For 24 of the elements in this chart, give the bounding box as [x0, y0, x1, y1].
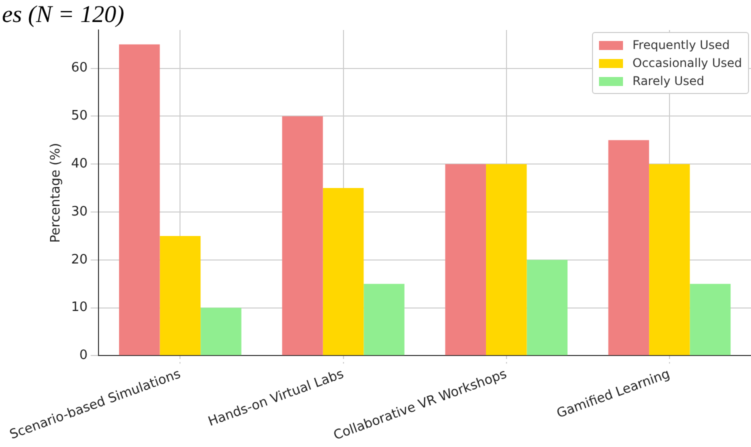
- bar: [445, 164, 486, 356]
- bar: [282, 116, 323, 356]
- bar: [608, 140, 650, 356]
- bar: [322, 188, 364, 356]
- bar: [526, 260, 568, 356]
- y-tick-label: 40: [71, 156, 88, 172]
- bar: [119, 44, 160, 356]
- y-tick-label: 20: [71, 252, 88, 268]
- legend-label: Occasionally Used: [632, 56, 742, 70]
- bar: [486, 164, 527, 356]
- y-tick-label: 60: [71, 60, 88, 76]
- y-axis-title: Percentage (%): [48, 142, 64, 243]
- bar: [160, 236, 201, 356]
- chart-title: es (N = 120): [2, 2, 124, 28]
- y-tick-label: 0: [79, 348, 88, 364]
- legend-label: Rarely Used: [632, 74, 704, 88]
- bar: [200, 308, 242, 356]
- legend-label: Frequently Used: [632, 38, 730, 52]
- y-tick-label: 50: [71, 108, 88, 124]
- bar: [690, 284, 731, 356]
- y-tick-label: 10: [71, 300, 88, 316]
- bar: [364, 284, 404, 356]
- y-tick-label: 30: [71, 204, 88, 220]
- bar: [649, 164, 690, 356]
